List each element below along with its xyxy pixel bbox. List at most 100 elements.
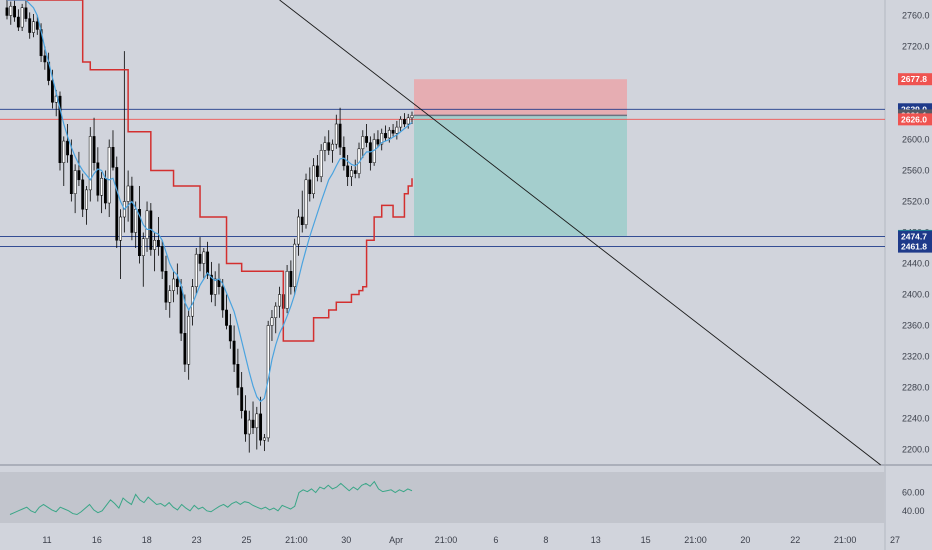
candle-6 [28,12,32,39]
candle-body [126,185,130,202]
candle-body [274,305,278,318]
candle-84 [323,136,327,162]
candle-91 [350,165,353,186]
x-tick-label: Apr [389,535,403,545]
trendline[interactable] [279,0,882,466]
candle-103 [395,120,399,140]
candle-21 [85,186,88,225]
y-tick-label: 2560.0 [902,166,930,176]
candle-body [160,246,164,272]
y-tick-label: 2720.0 [902,42,930,52]
candle-body [338,123,342,148]
x-tick-label: 15 [641,535,651,545]
candle-body [376,139,380,145]
candle-body [368,142,372,164]
candle-body [361,136,365,150]
y-tick-label: 2360.0 [902,321,930,331]
candle-62 [240,372,244,419]
y-tick-label: 2520.0 [902,197,930,207]
candle-85 [327,130,331,155]
x-tick-label: 16 [92,535,102,545]
candle-body [5,7,9,16]
long-short-position-tool[interactable] [414,79,627,236]
candle-body [308,179,312,195]
candle-body [315,165,319,177]
candle-body [179,286,183,334]
candle-5 [24,0,28,22]
candle-body [198,253,202,264]
candle-82 [315,155,319,182]
candle-body [228,325,232,342]
candle-68 [262,434,266,452]
candle-43 [168,285,172,318]
candle-body [138,209,141,256]
time-axis[interactable]: 11 16 18 23 25 21:00 30 Apr 21:00 6 8 13 15 21:00 20 22… [42,535,900,545]
candle-body [96,162,100,196]
candle-86 [331,139,334,163]
candle-body [145,210,149,239]
candle-body [232,340,236,365]
candle-body [395,126,399,134]
candle-17 [69,139,73,202]
candle-8 [35,15,39,35]
candle-body [304,179,308,226]
candle-body [62,140,66,164]
x-tick-label: 6 [493,535,498,545]
y-tick-label: 2240.0 [902,414,930,424]
candle-15 [62,136,66,186]
candle-87 [334,114,338,149]
candle-body [28,18,32,33]
candle-body [141,238,145,256]
candle-body [297,216,300,245]
candle-67 [259,396,263,446]
candle-body [270,317,274,326]
candle-body [130,185,134,233]
x-tick-label: 13 [591,535,601,545]
candle-body [194,253,198,287]
candle-23 [92,117,96,171]
candle-72 [278,286,281,318]
candle-52 [202,248,206,279]
candle-4 [20,3,24,31]
candle-18 [73,164,77,214]
x-tick-label: 21:00 [435,535,458,545]
candle-79 [304,173,308,229]
x-tick-label: 25 [242,535,252,545]
candle-28 [111,130,115,171]
candle-60 [232,325,236,372]
candle-body [20,7,24,28]
x-tick-label: 20 [740,535,750,545]
x-tick-label: 30 [341,535,351,545]
candle-body [251,419,255,429]
x-tick-label: 22 [790,535,800,545]
candle-body [334,123,338,145]
x-tick-label: 8 [543,535,548,545]
candle-body [380,133,384,145]
candle-body [244,410,247,435]
candle-body [92,136,96,163]
candle-body [285,271,289,309]
candle-body [225,309,228,326]
candle-71 [274,302,278,334]
candle-body [247,419,251,435]
candle-51 [198,237,202,272]
candle-94 [361,130,365,159]
x-tick-label: 11 [42,535,51,545]
y-tick-label: 2320.0 [902,352,930,362]
price-badge-bg [898,240,932,253]
y-tick-label: 2280.0 [902,383,930,393]
candle-33 [130,176,134,241]
candle-body [58,95,62,163]
price-badge-label: 2639.0 [901,104,927,114]
candle-2 [13,0,16,22]
candle-65 [251,401,255,434]
candle-37 [145,201,149,252]
price-badge-bg [898,230,932,243]
candle-body [365,136,369,143]
candle-body [406,117,410,125]
candle-99 [380,128,384,151]
candle-body [43,55,47,63]
candle-25 [100,172,104,214]
candle-body [312,165,316,195]
